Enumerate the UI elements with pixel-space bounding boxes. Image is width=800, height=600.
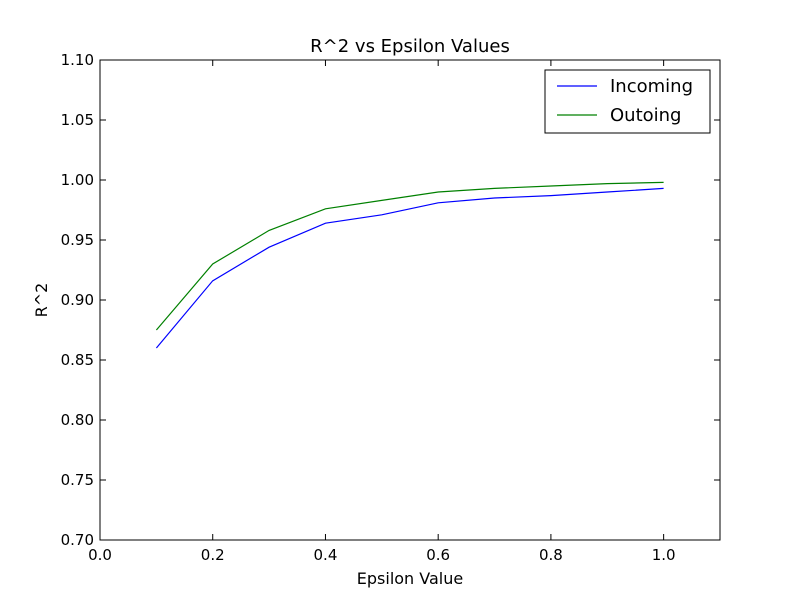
x-tick-label: 0.6	[426, 546, 450, 564]
x-axis-title: Epsilon Value	[357, 569, 463, 588]
y-tick-label: 0.80	[61, 411, 94, 429]
plot-frame	[99, 59, 721, 541]
y-tick-label: 0.90	[61, 291, 94, 309]
series-lines	[155, 181, 664, 349]
y-axis-ticks: 0.70 0.75 0.80 0.85 0.90 0.95 1.00 1.05 1.10	[61, 51, 720, 549]
chart-title: R^2 vs Epsilon Values	[310, 36, 510, 57]
y-tick-label: 1.10	[61, 51, 94, 69]
y-tick-label: 0.95	[61, 231, 94, 249]
x-tick-label: 0.2	[201, 546, 225, 564]
y-axis-title: R^2	[32, 283, 51, 318]
legend: Incoming Outoing	[544, 69, 711, 134]
y-tick-label: 0.85	[61, 351, 94, 369]
y-tick-label: 1.00	[61, 171, 94, 189]
legend-label-outoing: Outoing	[610, 105, 681, 126]
legend-box	[544, 69, 711, 134]
x-tick-label: 0.8	[539, 546, 563, 564]
y-tick-label: 0.75	[61, 471, 94, 489]
x-axis-ticks: 0.0 0.2 0.4 0.6 0.8 1.0	[88, 60, 676, 564]
y-tick-label: 0.70	[61, 531, 94, 549]
series-line-outoing	[155, 181, 664, 331]
series-line-incoming	[155, 187, 664, 349]
x-tick-label: 0.0	[88, 546, 112, 564]
x-tick-label: 0.4	[314, 546, 338, 564]
x-tick-label: 1.0	[652, 546, 676, 564]
legend-label-incoming: Incoming	[610, 76, 693, 97]
y-tick-label: 1.05	[61, 111, 94, 129]
